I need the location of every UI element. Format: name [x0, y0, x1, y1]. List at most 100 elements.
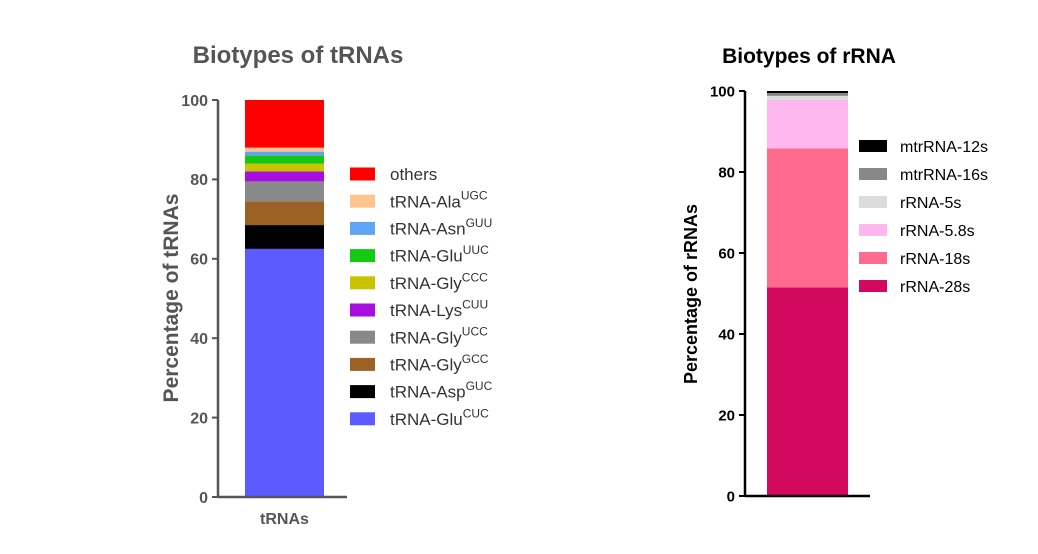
rrna-legend-label: rRNA-5s	[900, 195, 961, 212]
trna-legend-superscript: GUC	[466, 379, 493, 393]
trna-legend-item-others: others	[350, 165, 437, 184]
trna-legend-superscript: CUU	[462, 297, 488, 311]
rrna-legend: mtrRNA-12s mtrRNA-16s rRNA-5s rRNA-5.8s rRNA…	[859, 139, 988, 296]
trna-x-tick-label: tRNAs	[260, 511, 309, 528]
rrna-chart: Biotypes of rRNA Percentage of rRNAs 0 20…	[681, 45, 988, 505]
trna-bar-segment-trna-glu-uuc	[245, 155, 324, 164]
rrna-y-axis-label: Percentage of rRNAs	[681, 204, 701, 384]
trna-legend-item-trna-gly-gcc: tRNA-GlyGCC	[350, 352, 489, 375]
trna-legend-item-trna-glu-uuc: tRNA-GluUUC	[350, 243, 489, 266]
trna-bar-segment-trna-gly-gcc	[245, 201, 324, 226]
trna-legend-swatch	[350, 385, 375, 399]
rrna-legend-item-rrna-5-8s: rRNA-5.8s	[859, 223, 975, 240]
trna-legend-label: tRNA-GlyCCC	[390, 270, 488, 293]
rrna-legend-label: mtrRNA-16s	[900, 167, 988, 184]
rrna-chart-title: Biotypes of rRNA	[722, 45, 896, 68]
rrna-legend-swatch	[859, 224, 887, 236]
rrna-bar-segment-rrna-5-8s	[767, 99, 848, 149]
trna-legend-label: others	[390, 165, 437, 184]
rrna-legend-label: rRNA-5.8s	[900, 223, 975, 240]
rrna-legend-item-rrna-18s: rRNA-18s	[859, 251, 970, 268]
rrna-y-tick-label: 100	[710, 83, 735, 100]
trna-y-ticks: 0 20 40 60 80 100	[181, 93, 218, 507]
trna-legend-label: tRNA-GlyGCC	[390, 352, 489, 375]
trna-bar-segment-trna-glu-cuc	[245, 248, 324, 497]
rrna-legend-swatch	[859, 252, 887, 264]
trna-legend-item-trna-lys-cuu: tRNA-LysCUU	[350, 297, 488, 320]
rrna-legend-item-mtrrna-12s: mtrRNA-12s	[859, 139, 988, 156]
rrna-legend-item-rrna-5s: rRNA-5s	[859, 195, 961, 212]
trna-bar-segment-trna-gly-ccc	[245, 163, 324, 172]
trna-legend-item-trna-gly-ccc: tRNA-GlyCCC	[350, 270, 488, 293]
trna-y-tick-label: 20	[190, 410, 208, 427]
trna-legend-item-trna-asp-guc: tRNA-AspGUC	[350, 379, 493, 402]
trna-bar-segments	[245, 100, 324, 497]
trna-bar-segment-trna-asn-guu	[245, 151, 324, 156]
trna-legend-item-trna-glu-cuc: tRNA-GluCUC	[350, 406, 489, 429]
trna-legend: others tRNA-AlaUGC tRNA-AsnGUU tRNA-GluUUC t…	[350, 165, 493, 429]
trna-legend-swatch	[350, 167, 375, 181]
rrna-bar-segment-mtrrna-12s	[767, 91, 848, 94]
trna-bar-segment-trna-asp-guc	[245, 225, 324, 249]
rrna-legend-swatch	[859, 280, 887, 292]
trna-legend-swatch	[350, 357, 375, 371]
trna-legend-label: tRNA-GluUUC	[390, 243, 489, 266]
trna-legend-superscript: UGC	[461, 189, 488, 203]
rrna-legend-swatch	[859, 140, 887, 152]
rrna-legend-swatch	[859, 196, 887, 208]
trna-legend-item-trna-asn-guu: tRNA-AsnGUU	[350, 216, 492, 239]
trna-legend-swatch	[350, 194, 375, 208]
trna-legend-label: tRNA-AlaUGC	[390, 189, 488, 212]
trna-legend-label: tRNA-AsnGUU	[390, 216, 492, 239]
trna-legend-item-trna-ala-ugc: tRNA-AlaUGC	[350, 189, 488, 212]
trna-x-ticks: tRNAs	[260, 511, 309, 528]
trna-legend-swatch	[350, 221, 375, 235]
trna-y-tick-label: 100	[181, 93, 208, 110]
rrna-y-ticks: 0 20 40 60 80 100	[710, 83, 745, 505]
rrna-bar-segment-mtrrna-16s	[767, 93, 848, 96]
rrna-y-tick-label: 60	[718, 245, 735, 262]
trna-legend-superscript: GCC	[462, 352, 489, 366]
trna-legend-swatch	[350, 276, 375, 290]
rrna-legend-label: rRNA-18s	[900, 251, 970, 268]
trna-chart: Biotypes of tRNAs Percentage of tRNAs 0 2…	[160, 42, 493, 528]
trna-legend-swatch	[350, 412, 375, 426]
rrna-y-tick-label: 40	[718, 326, 735, 343]
trna-bar-segment-trna-ala-ugc	[245, 147, 324, 152]
trna-legend-swatch	[350, 303, 375, 317]
rrna-y-tick-label: 0	[727, 488, 735, 505]
trna-legend-superscript: CCC	[462, 270, 488, 284]
rrna-legend-swatch	[859, 168, 887, 180]
rrna-legend-item-rrna-28s: rRNA-28s	[859, 279, 970, 296]
trna-legend-swatch	[350, 249, 375, 263]
trna-legend-label: tRNA-GluCUC	[390, 406, 489, 429]
rrna-bar-segment-rrna-28s	[767, 287, 848, 496]
trna-y-tick-label: 0	[199, 490, 208, 507]
rrna-y-tick-label: 20	[718, 407, 735, 424]
trna-y-axis-label: Percentage of tRNAs	[160, 194, 183, 403]
trna-legend-label: tRNA-LysCUU	[390, 297, 488, 320]
trna-bar-segment-others	[245, 100, 324, 148]
trna-legend-swatch	[350, 330, 375, 344]
trna-legend-label: tRNA-GlyUCC	[390, 325, 488, 348]
trna-legend-superscript: UCC	[462, 325, 488, 339]
rrna-bar-segments	[767, 91, 848, 496]
trna-bar-segment-trna-lys-cuu	[245, 171, 324, 182]
trna-y-tick-label: 40	[190, 331, 208, 348]
rrna-bar-segment-rrna-18s	[767, 148, 848, 288]
trna-legend-superscript: CUC	[463, 406, 489, 420]
trna-bar-segment-trna-gly-ucc	[245, 181, 324, 202]
trna-legend-superscript: GUU	[466, 216, 493, 230]
trna-legend-label: tRNA-AspGUC	[390, 379, 493, 402]
rrna-bar-segment-rrna-5s	[767, 95, 848, 100]
rrna-legend-label: rRNA-28s	[900, 279, 970, 296]
rrna-legend-item-mtrrna-16s: mtrRNA-16s	[859, 167, 988, 184]
rrna-y-tick-label: 80	[718, 164, 735, 181]
trna-y-tick-label: 80	[190, 172, 208, 189]
trna-legend-superscript: UUC	[463, 243, 489, 257]
trna-legend-item-trna-gly-ucc: tRNA-GlyUCC	[350, 325, 488, 348]
trna-y-tick-label: 60	[190, 252, 208, 269]
trna-chart-title: Biotypes of tRNAs	[193, 42, 404, 69]
rrna-legend-label: mtrRNA-12s	[900, 139, 988, 156]
